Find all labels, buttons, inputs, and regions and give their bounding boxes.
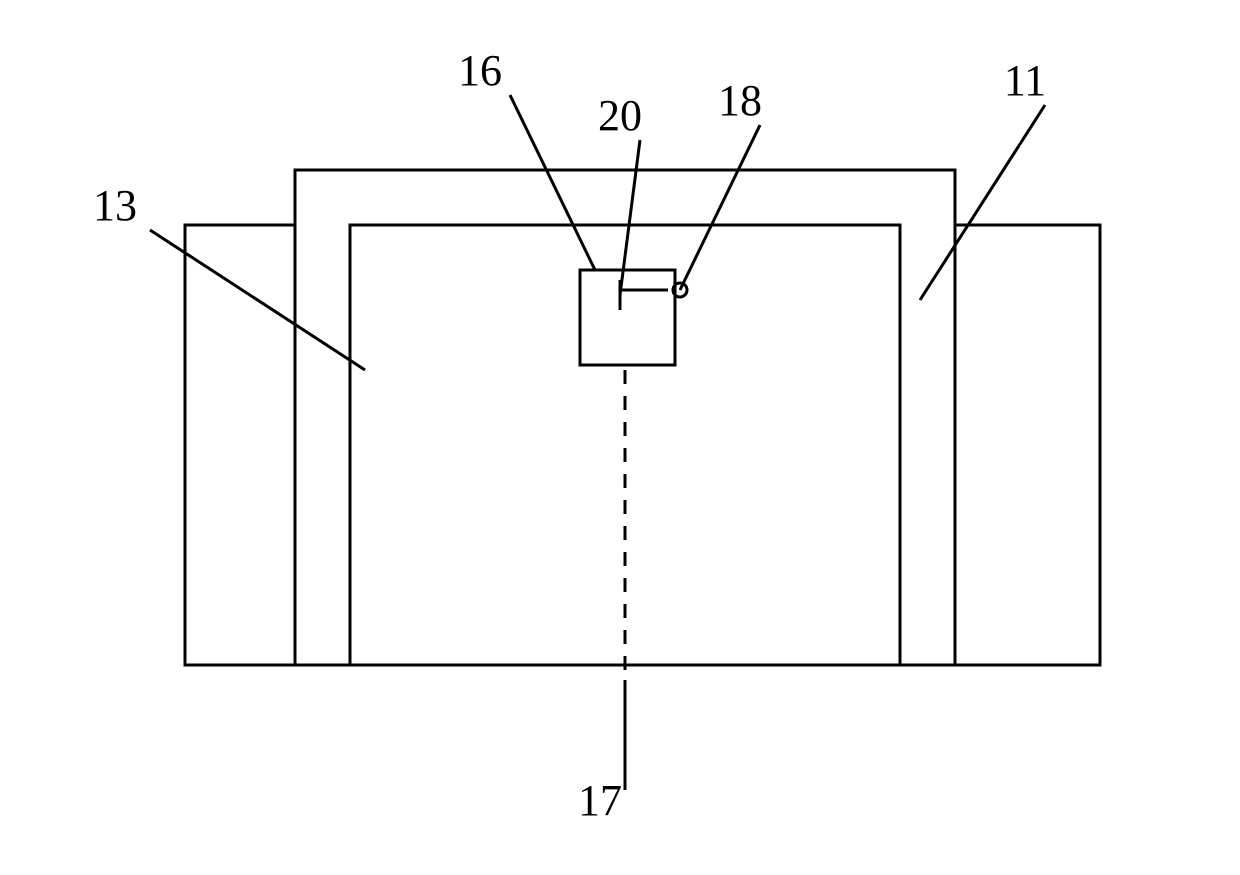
- label-20: 20: [598, 91, 642, 140]
- label-18: 18: [718, 76, 762, 125]
- label-16: 16: [458, 46, 502, 95]
- label-13: 13: [93, 181, 137, 230]
- small-box: [580, 270, 675, 365]
- label-11: 11: [1004, 56, 1046, 105]
- label-17: 17: [578, 776, 622, 825]
